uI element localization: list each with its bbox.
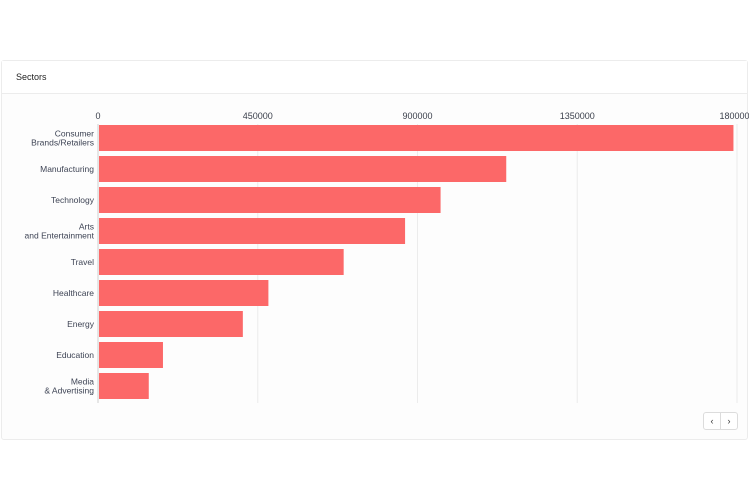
bar	[99, 125, 734, 151]
bar	[99, 373, 149, 399]
x-tick-label: 1350000	[560, 111, 595, 121]
bar	[99, 156, 507, 182]
bar	[99, 342, 163, 368]
bar	[99, 187, 441, 213]
category-label: Manufacturing	[40, 164, 94, 174]
sectors-panel: Sectors 0 450000 900000 1350000 1800000 Consu…	[1, 60, 749, 440]
category-label: Media & Advertising	[44, 377, 94, 396]
bar	[99, 249, 344, 275]
sectors-bar-chart: 0 450000 900000 1350000 1800000 ConsumerBrand…	[25, 111, 749, 403]
category-label: Education	[56, 350, 94, 360]
bar	[99, 280, 269, 306]
bar	[99, 311, 243, 337]
category-label: Travel	[71, 257, 94, 267]
chevron-left-icon[interactable]: ‹	[710, 416, 714, 426]
category-label: Technology	[51, 195, 95, 205]
category-label: Consumer Brands/Retailers	[31, 129, 94, 148]
x-tick-label: 0	[95, 111, 100, 121]
chevron-right-icon[interactable]: ›	[720, 413, 737, 429]
pagination-controls: ‹ ›	[703, 412, 738, 430]
panel-title: Sectors	[2, 61, 747, 94]
category-label: Arts and Entertainment	[25, 222, 95, 241]
category-label: Energy	[67, 319, 95, 329]
x-tick-label: 1800000	[719, 111, 749, 121]
x-tick-label: 450000	[243, 111, 273, 121]
x-tick-label: 900000	[402, 111, 432, 121]
bar	[99, 218, 406, 244]
category-label: Healthcare	[53, 288, 94, 298]
